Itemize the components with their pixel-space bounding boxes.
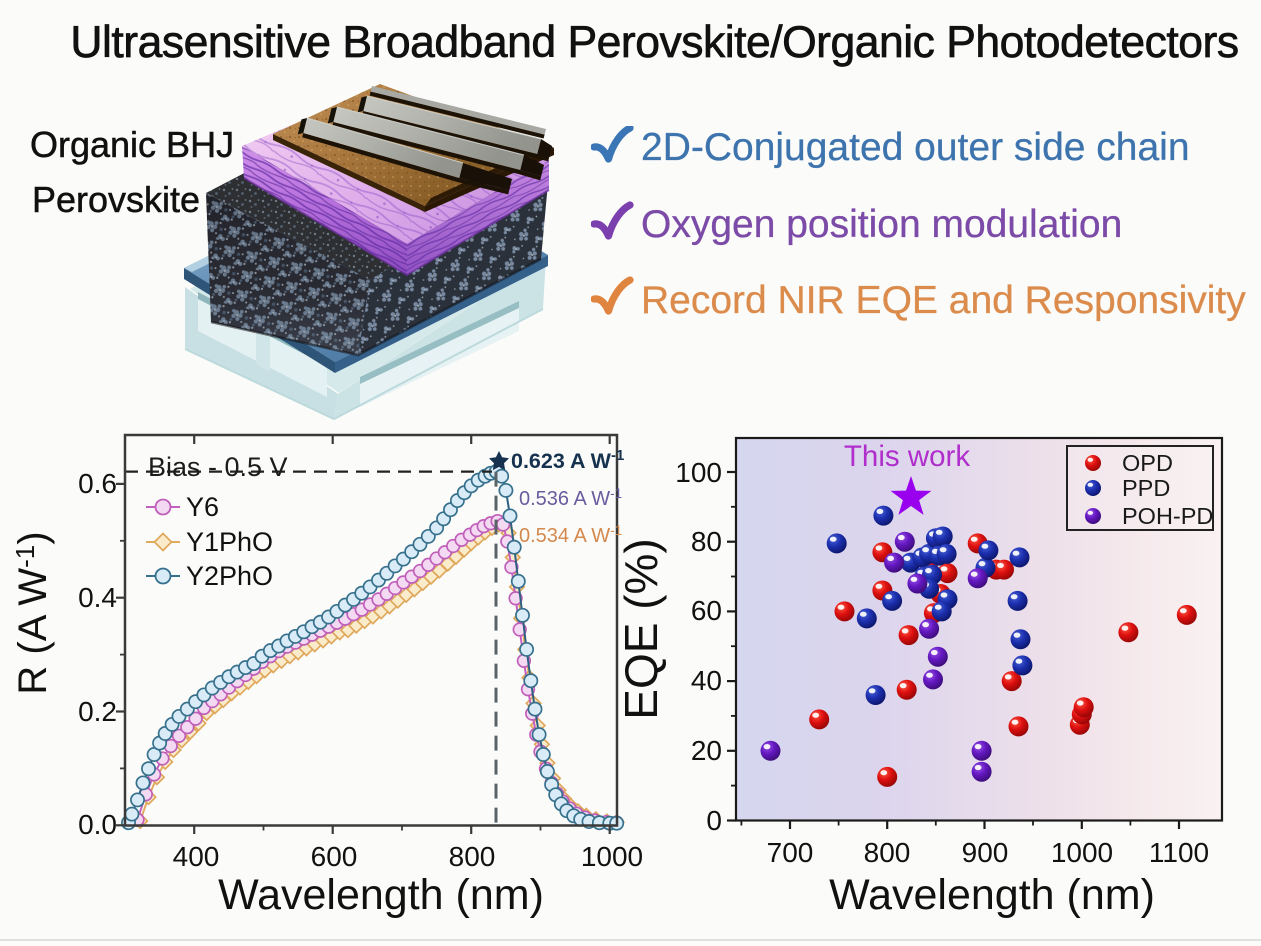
svg-text:0.623 A W-1: 0.623 A W-1 <box>511 447 624 473</box>
svg-text:1000: 1000 <box>581 841 643 872</box>
svg-text:80: 80 <box>691 526 722 557</box>
svg-text:Bias - 0.5 V: Bias - 0.5 V <box>148 452 288 482</box>
svg-text:Wavelength (nm): Wavelength (nm) <box>218 871 544 919</box>
svg-text:1000: 1000 <box>1051 837 1113 868</box>
svg-text:OPD: OPD <box>1122 450 1173 476</box>
svg-text:R (A W-1): R (A W-1) <box>10 531 55 694</box>
svg-text:0.0: 0.0 <box>78 809 117 840</box>
svg-text:900: 900 <box>962 837 1009 868</box>
svg-text:EQE (%): EQE (%) <box>620 538 667 719</box>
svg-text:0.4: 0.4 <box>78 582 117 613</box>
svg-text:100: 100 <box>675 457 722 488</box>
svg-text:0.6: 0.6 <box>78 468 117 499</box>
svg-text:POH-PD: POH-PD <box>1122 503 1213 529</box>
svg-text:60: 60 <box>691 595 722 626</box>
svg-text:Wavelength (nm): Wavelength (nm) <box>829 871 1155 919</box>
svg-text:0.536 A W-1: 0.536 A W-1 <box>519 486 622 510</box>
svg-text:600: 600 <box>311 841 358 872</box>
svg-text:700: 700 <box>767 837 814 868</box>
svg-text:40: 40 <box>691 665 722 696</box>
svg-text:PPD: PPD <box>1122 475 1170 501</box>
svg-text:Y6: Y6 <box>186 492 219 522</box>
svg-text:0.534 A W-1: 0.534 A W-1 <box>519 523 622 547</box>
svg-text:800: 800 <box>449 841 496 872</box>
svg-text:Y1PhO: Y1PhO <box>186 527 273 557</box>
svg-text:20: 20 <box>691 735 722 766</box>
svg-text:0: 0 <box>706 805 722 836</box>
svg-text:1100: 1100 <box>1149 837 1209 868</box>
svg-text:800: 800 <box>864 837 911 868</box>
svg-text:0.2: 0.2 <box>78 696 117 727</box>
svg-text:400: 400 <box>173 841 220 872</box>
svg-text:This work: This work <box>844 440 970 473</box>
svg-text:Y2PhO: Y2PhO <box>186 561 273 591</box>
